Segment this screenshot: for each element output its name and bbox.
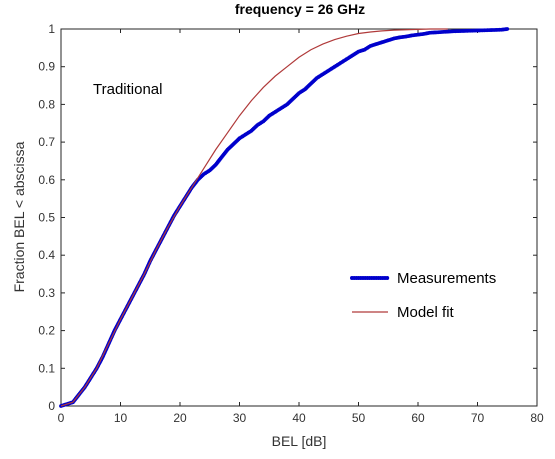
measurement-point [505,27,510,31]
x-tick-label: 50 [352,411,366,425]
series-model-fit-line [60,28,448,407]
y-tick-label: 1 [48,22,55,36]
x-axis-ticks: 0 10 20 30 40 50 60 70 80 [58,29,544,425]
chart-title: frequency = 26 GHz [235,1,365,17]
x-axis-label: BEL [dB] [272,433,327,449]
y-tick-label: 0.8 [38,97,55,111]
x-tick-label: 60 [411,411,425,425]
legend-label-measurements: Measurements [397,270,496,287]
y-tick-label: 0.6 [38,173,55,187]
x-tick-label: 30 [233,411,247,425]
x-tick-label: 80 [530,411,544,425]
x-tick-label: 10 [114,411,128,425]
y-tick-label: 0.3 [38,286,55,300]
legend: Measurements Model fit [350,270,496,321]
y-tick-label: 0.9 [38,60,55,74]
x-tick-label: 0 [58,411,65,425]
y-tick-label: 0.5 [38,211,55,225]
y-tick-label: 0.4 [38,248,55,262]
x-tick-label: 70 [471,411,485,425]
legend-label-model-fit: Model fit [397,304,455,321]
annotation-traditional: Traditional [93,81,162,98]
y-axis-label: Fraction BEL < abscissa [11,141,27,292]
legend-sample-measurements [350,276,390,280]
y-tick-label: 0.2 [38,324,55,338]
y-tick-label: 0.7 [38,135,55,149]
x-tick-label: 20 [173,411,187,425]
y-tick-label: 0 [48,399,55,413]
x-tick-label: 40 [292,411,306,425]
legend-marker [385,276,390,280]
y-axis-ticks: 0 0.1 0.2 0.3 0.4 0.5 0.6 0.7 0.8 0.9 1 [38,22,537,413]
y-tick-label: 0.1 [38,361,55,375]
series-layer [59,27,510,408]
